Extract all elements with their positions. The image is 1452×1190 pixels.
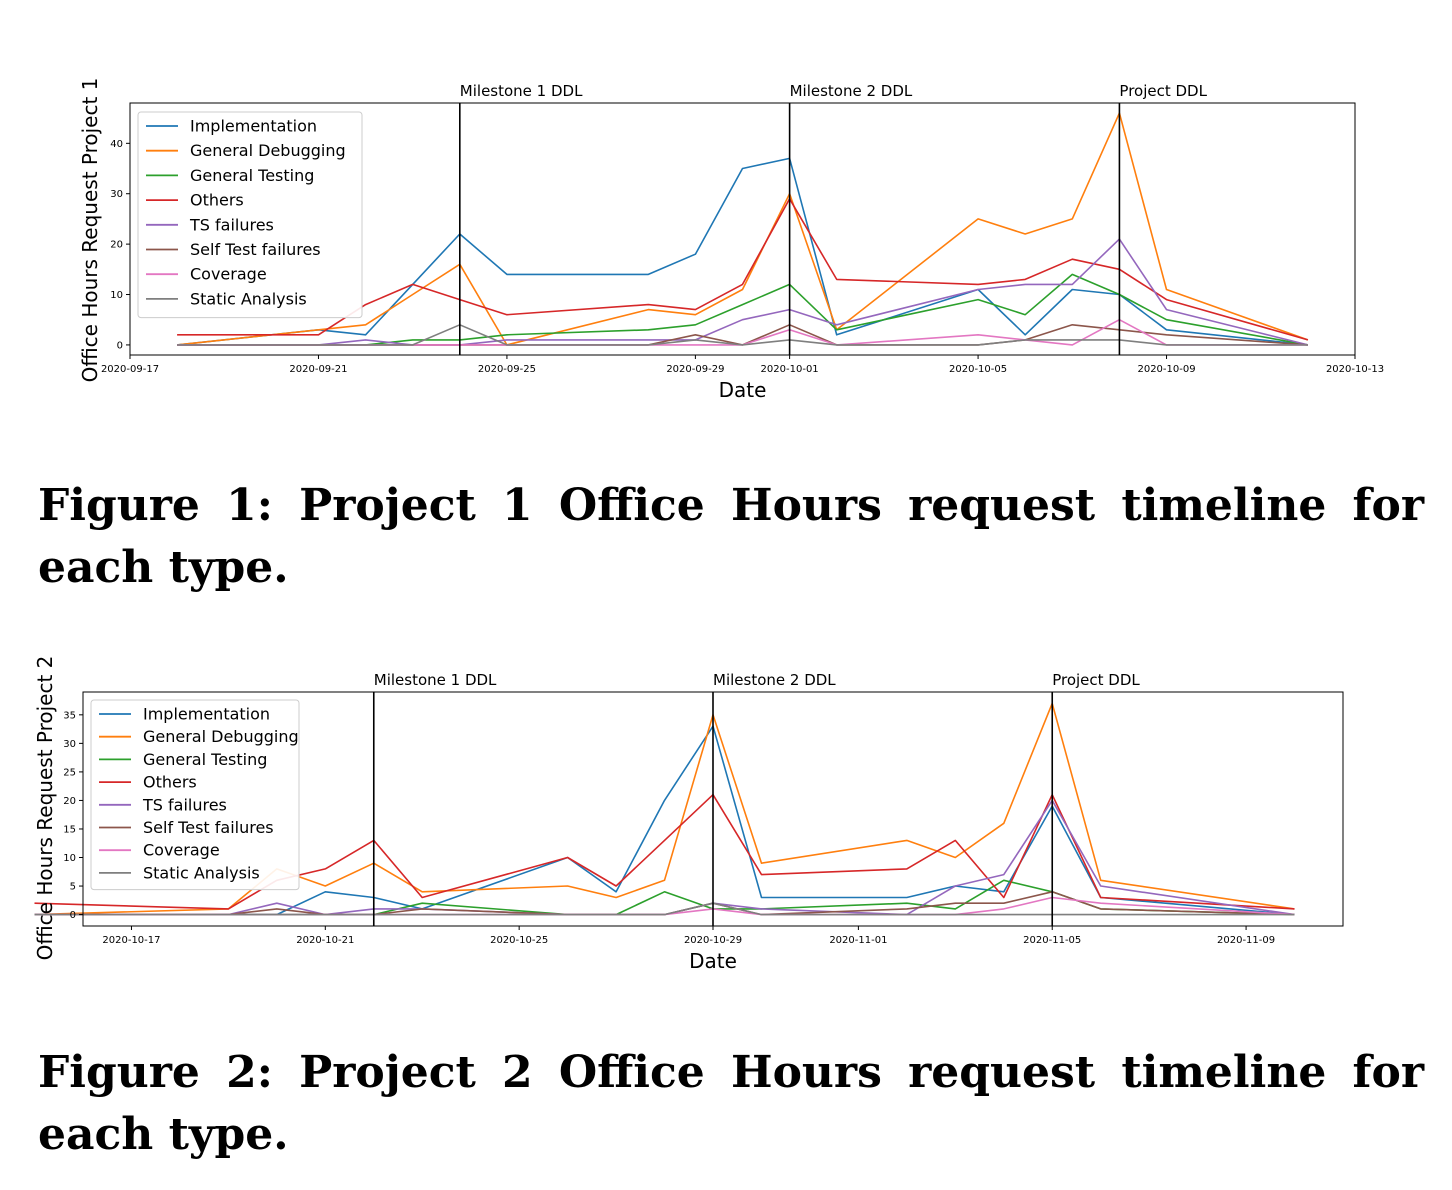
legend-entry: Static Analysis xyxy=(190,289,307,308)
x-tick-label: 2020-10-05 xyxy=(949,364,1007,375)
y-tick-label: 5 xyxy=(70,882,76,893)
series-line-others xyxy=(34,793,1295,910)
legend-entry: TS failures xyxy=(189,215,274,234)
y-tick-label: 25 xyxy=(63,767,76,778)
series-line-others xyxy=(177,198,1309,341)
series-line-coverage xyxy=(34,896,1295,916)
series-line-general-debugging xyxy=(177,112,1309,346)
x-tick-label: 2020-10-01 xyxy=(761,364,819,375)
legend-entry: Implementation xyxy=(190,117,317,136)
x-tick-label: 2020-09-21 xyxy=(289,364,347,375)
milestone-label: Milestone 1 DDL xyxy=(374,671,497,689)
series-line-ts-failures xyxy=(177,238,1309,346)
x-tick-label: 2020-11-09 xyxy=(1217,935,1275,946)
legend-entry: Coverage xyxy=(143,841,220,860)
x-tick-label: 2020-10-13 xyxy=(1326,364,1384,375)
series-line-static-analysis xyxy=(177,323,1308,346)
x-tick-label: 2020-10-25 xyxy=(490,935,548,946)
x-axis-label: Date xyxy=(719,378,767,402)
milestone-label: Milestone 2 DDL xyxy=(790,82,913,100)
legend-entry: Others xyxy=(143,773,197,792)
y-tick-label: 15 xyxy=(63,824,76,835)
legend-entry: General Debugging xyxy=(190,141,346,160)
series-line-static-analysis xyxy=(34,902,1295,916)
legend-box xyxy=(137,111,363,319)
plot-frame xyxy=(129,102,1356,356)
legend-entry: Self Test failures xyxy=(190,240,321,259)
y-tick-label: 10 xyxy=(110,290,123,301)
series-line-implementation xyxy=(177,157,1308,346)
y-tick-label: 20 xyxy=(63,796,76,807)
figure-2-caption: Figure 2: Project 2 Office Hours request… xyxy=(38,1047,1424,1160)
figure-1: Milestone 1 DDL Milestone 2 DDL Project DD… xyxy=(0,0,1452,420)
legend-entry: Self Test failures xyxy=(143,818,274,837)
series-line-general-testing xyxy=(177,273,1309,346)
legend-entry: General Debugging xyxy=(143,727,299,746)
series-line-general-debugging xyxy=(34,702,1295,916)
legend-box xyxy=(90,699,300,891)
x-tick-label: 2020-11-05 xyxy=(1023,935,1081,946)
x-tick-label: 2020-10-09 xyxy=(1137,364,1195,375)
legend-entry: Others xyxy=(190,191,244,210)
legend-entry: General Testing xyxy=(143,750,267,769)
legend-entry: General Testing xyxy=(190,166,314,185)
milestone-label: Milestone 1 DDL xyxy=(460,82,583,100)
y-tick-label: 30 xyxy=(110,189,123,200)
x-tick-label: 2020-09-25 xyxy=(478,364,536,375)
figure-1-caption: Figure 1: Project 1 Office Hours request… xyxy=(38,480,1424,593)
legend-entry: Implementation xyxy=(143,705,270,724)
y-tick-label: 0 xyxy=(117,340,123,351)
y-tick-label: 35 xyxy=(63,710,76,721)
legend-entry: TS failures xyxy=(142,795,227,814)
milestone-label: Milestone 2 DDL xyxy=(713,671,836,689)
y-tick-label: 0 xyxy=(70,910,76,921)
x-tick-label: 2020-09-17 xyxy=(101,364,159,375)
x-tick-label: 2020-09-29 xyxy=(666,364,724,375)
figure-2: Milestone 1 DDL Milestone 2 DDL Project DD… xyxy=(0,600,1452,1000)
y-tick-label: 40 xyxy=(110,139,123,150)
x-tick-label: 2020-11-01 xyxy=(829,935,887,946)
milestone-label: Project DDL xyxy=(1119,82,1207,100)
y-tick-label: 20 xyxy=(110,240,123,251)
x-axis-label: Date xyxy=(689,949,737,973)
legend-entry: Static Analysis xyxy=(143,863,260,882)
y-axis-label: Office Hours Request Project 1 xyxy=(78,78,102,383)
chart-project-2: Milestone 1 DDL Milestone 2 DDL Project DD… xyxy=(33,656,1344,973)
x-tick-label: 2020-10-17 xyxy=(102,935,160,946)
legend-entry: Coverage xyxy=(190,265,267,284)
milestone-label: Project DDL xyxy=(1052,671,1140,689)
y-tick-label: 10 xyxy=(63,853,76,864)
y-tick-label: 30 xyxy=(63,739,76,750)
x-tick-label: 2020-10-29 xyxy=(684,935,742,946)
chart-project-1: Milestone 1 DDL Milestone 2 DDL Project DD… xyxy=(78,78,1384,402)
y-axis-label: Office Hours Request Project 2 xyxy=(33,656,57,961)
x-tick-label: 2020-10-21 xyxy=(296,935,354,946)
